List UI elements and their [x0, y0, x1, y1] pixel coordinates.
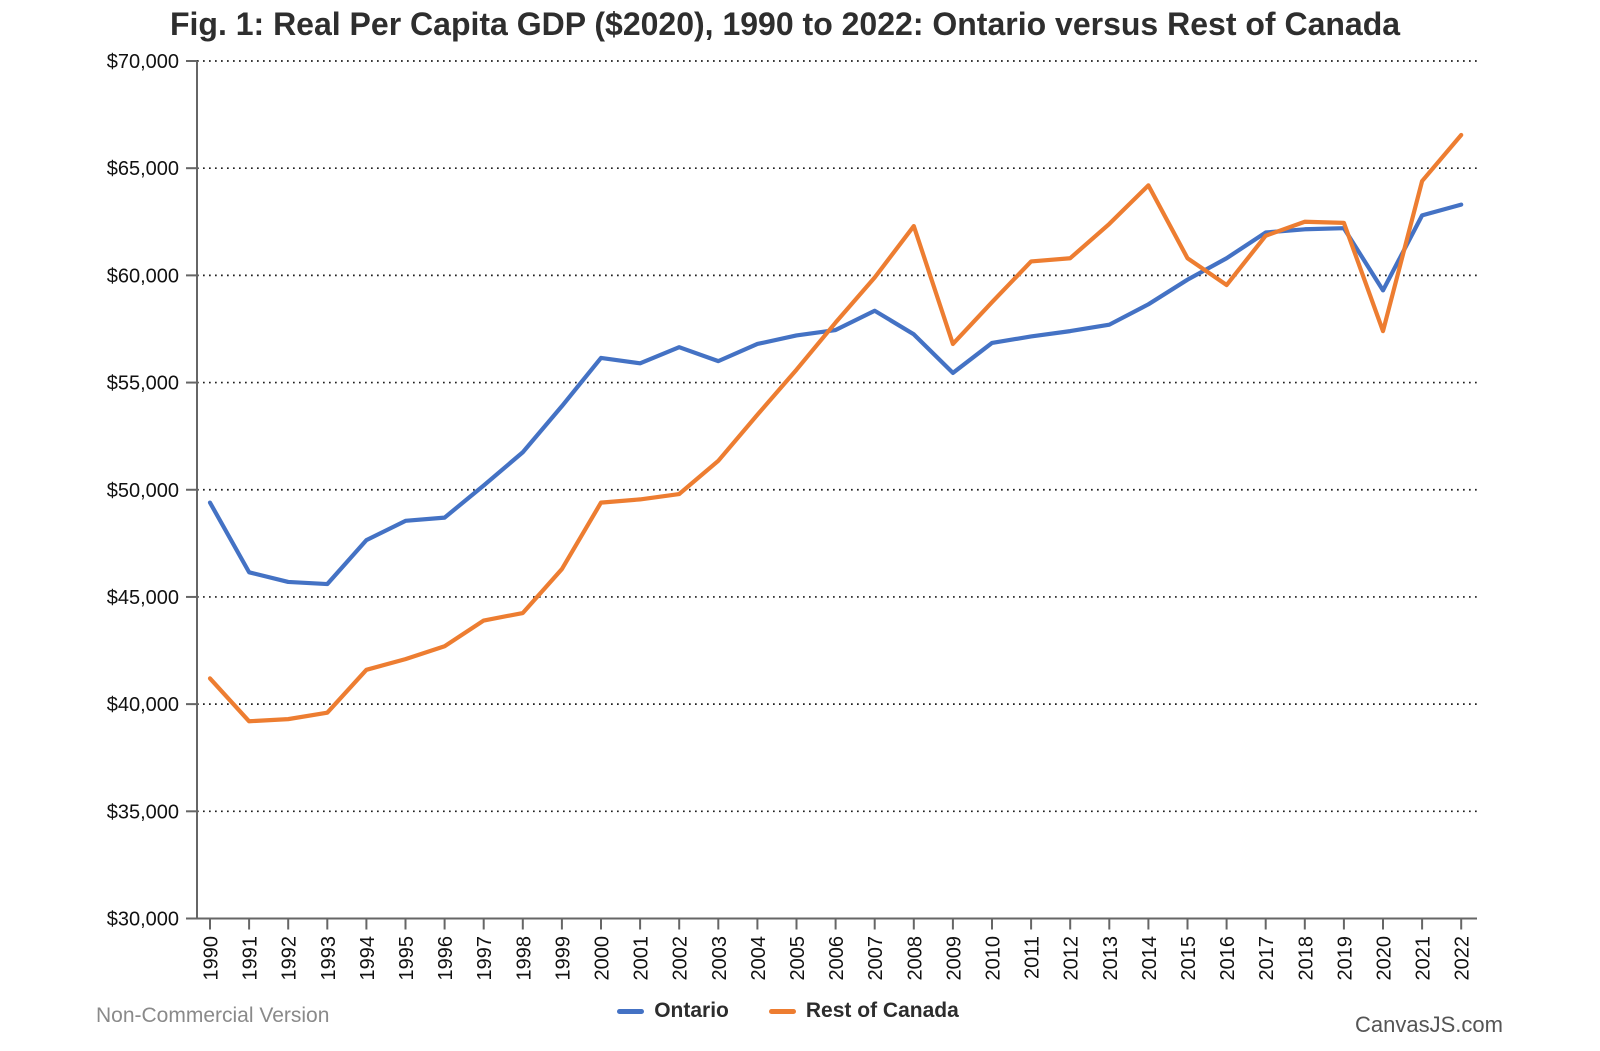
- x-axis-label: 1990: [201, 936, 223, 981]
- x-axis-label: 1991: [240, 936, 262, 981]
- series-line-rest-of-canada: [207, 132, 1464, 724]
- x-axis-label: 2002: [670, 936, 692, 981]
- x-axis-label: 2016: [1217, 936, 1239, 981]
- x-axis-label: 2021: [1413, 936, 1435, 981]
- y-axis-label: $30,000: [107, 909, 179, 931]
- page-title: Fig. 1: Real Per Capita GDP ($2020), 199…: [169, 6, 1401, 42]
- y-axis-label: $70,000: [107, 51, 179, 73]
- ontario-line-swatch-icon: [617, 1008, 645, 1014]
- x-axis-label: 1994: [357, 936, 379, 981]
- y-axis-label: $55,000: [107, 373, 179, 395]
- x-axis-label: 2009: [943, 936, 965, 981]
- y-axis-label: $50,000: [107, 480, 179, 502]
- legend-label-ontario: Ontario: [654, 999, 729, 1022]
- x-axis-label: 2005: [787, 936, 809, 981]
- y-axis-label: $45,000: [107, 587, 179, 609]
- canvasjs-credit-link[interactable]: CanvasJS.com: [1355, 1012, 1503, 1037]
- legend-label-rest-of-canada: Rest of Canada: [805, 999, 959, 1022]
- x-axis-label: 2015: [1178, 936, 1200, 981]
- x-axis-label: 2014: [1139, 936, 1161, 981]
- x-axis-label: 2017: [1256, 936, 1278, 981]
- x-axis-label: 2006: [826, 936, 848, 981]
- legend-item-ontario[interactable]: Ontario: [617, 999, 729, 1023]
- x-axis-label: 2008: [904, 936, 926, 981]
- x-axis-label: 1997: [474, 936, 496, 981]
- series-line-ontario: [207, 202, 1464, 587]
- x-axis-label: 2013: [1100, 936, 1122, 981]
- legend-item-rest-of-canada[interactable]: Rest of Canada: [768, 999, 959, 1023]
- x-axis-label: 2022: [1452, 936, 1474, 981]
- x-axis-label: 2007: [865, 936, 887, 981]
- y-axis-label: $65,000: [107, 158, 179, 180]
- x-axis-label: 2000: [592, 936, 614, 981]
- chart-legend: Ontario Rest of Canada: [0, 999, 1576, 1023]
- rest-of-canada-line-swatch-icon: [768, 1008, 796, 1014]
- x-axis-label: 2012: [1061, 936, 1083, 981]
- y-axis-label: $40,000: [107, 694, 179, 716]
- x-axis-label: 2001: [631, 936, 653, 981]
- x-axis-label: 2004: [748, 936, 770, 981]
- x-axis-label: 1996: [435, 936, 457, 981]
- x-axis-label: 1992: [279, 936, 301, 981]
- x-axis-label: 2003: [709, 936, 731, 981]
- x-axis-label: 2011: [1022, 936, 1044, 979]
- x-axis-label: 2019: [1334, 936, 1356, 981]
- x-axis-label: 2018: [1295, 936, 1317, 981]
- x-axis-label: 1999: [552, 936, 574, 981]
- y-axis-label: $60,000: [107, 265, 179, 287]
- x-axis-label: 2010: [983, 936, 1005, 981]
- non-commercial-watermark: Non-Commercial Version: [96, 1004, 330, 1027]
- x-axis-label: 1998: [513, 936, 535, 981]
- y-axis-label: $35,000: [107, 801, 179, 823]
- x-axis-label: 2020: [1374, 936, 1396, 981]
- x-axis-label: 1995: [396, 936, 418, 981]
- x-axis-label: 1993: [318, 936, 340, 981]
